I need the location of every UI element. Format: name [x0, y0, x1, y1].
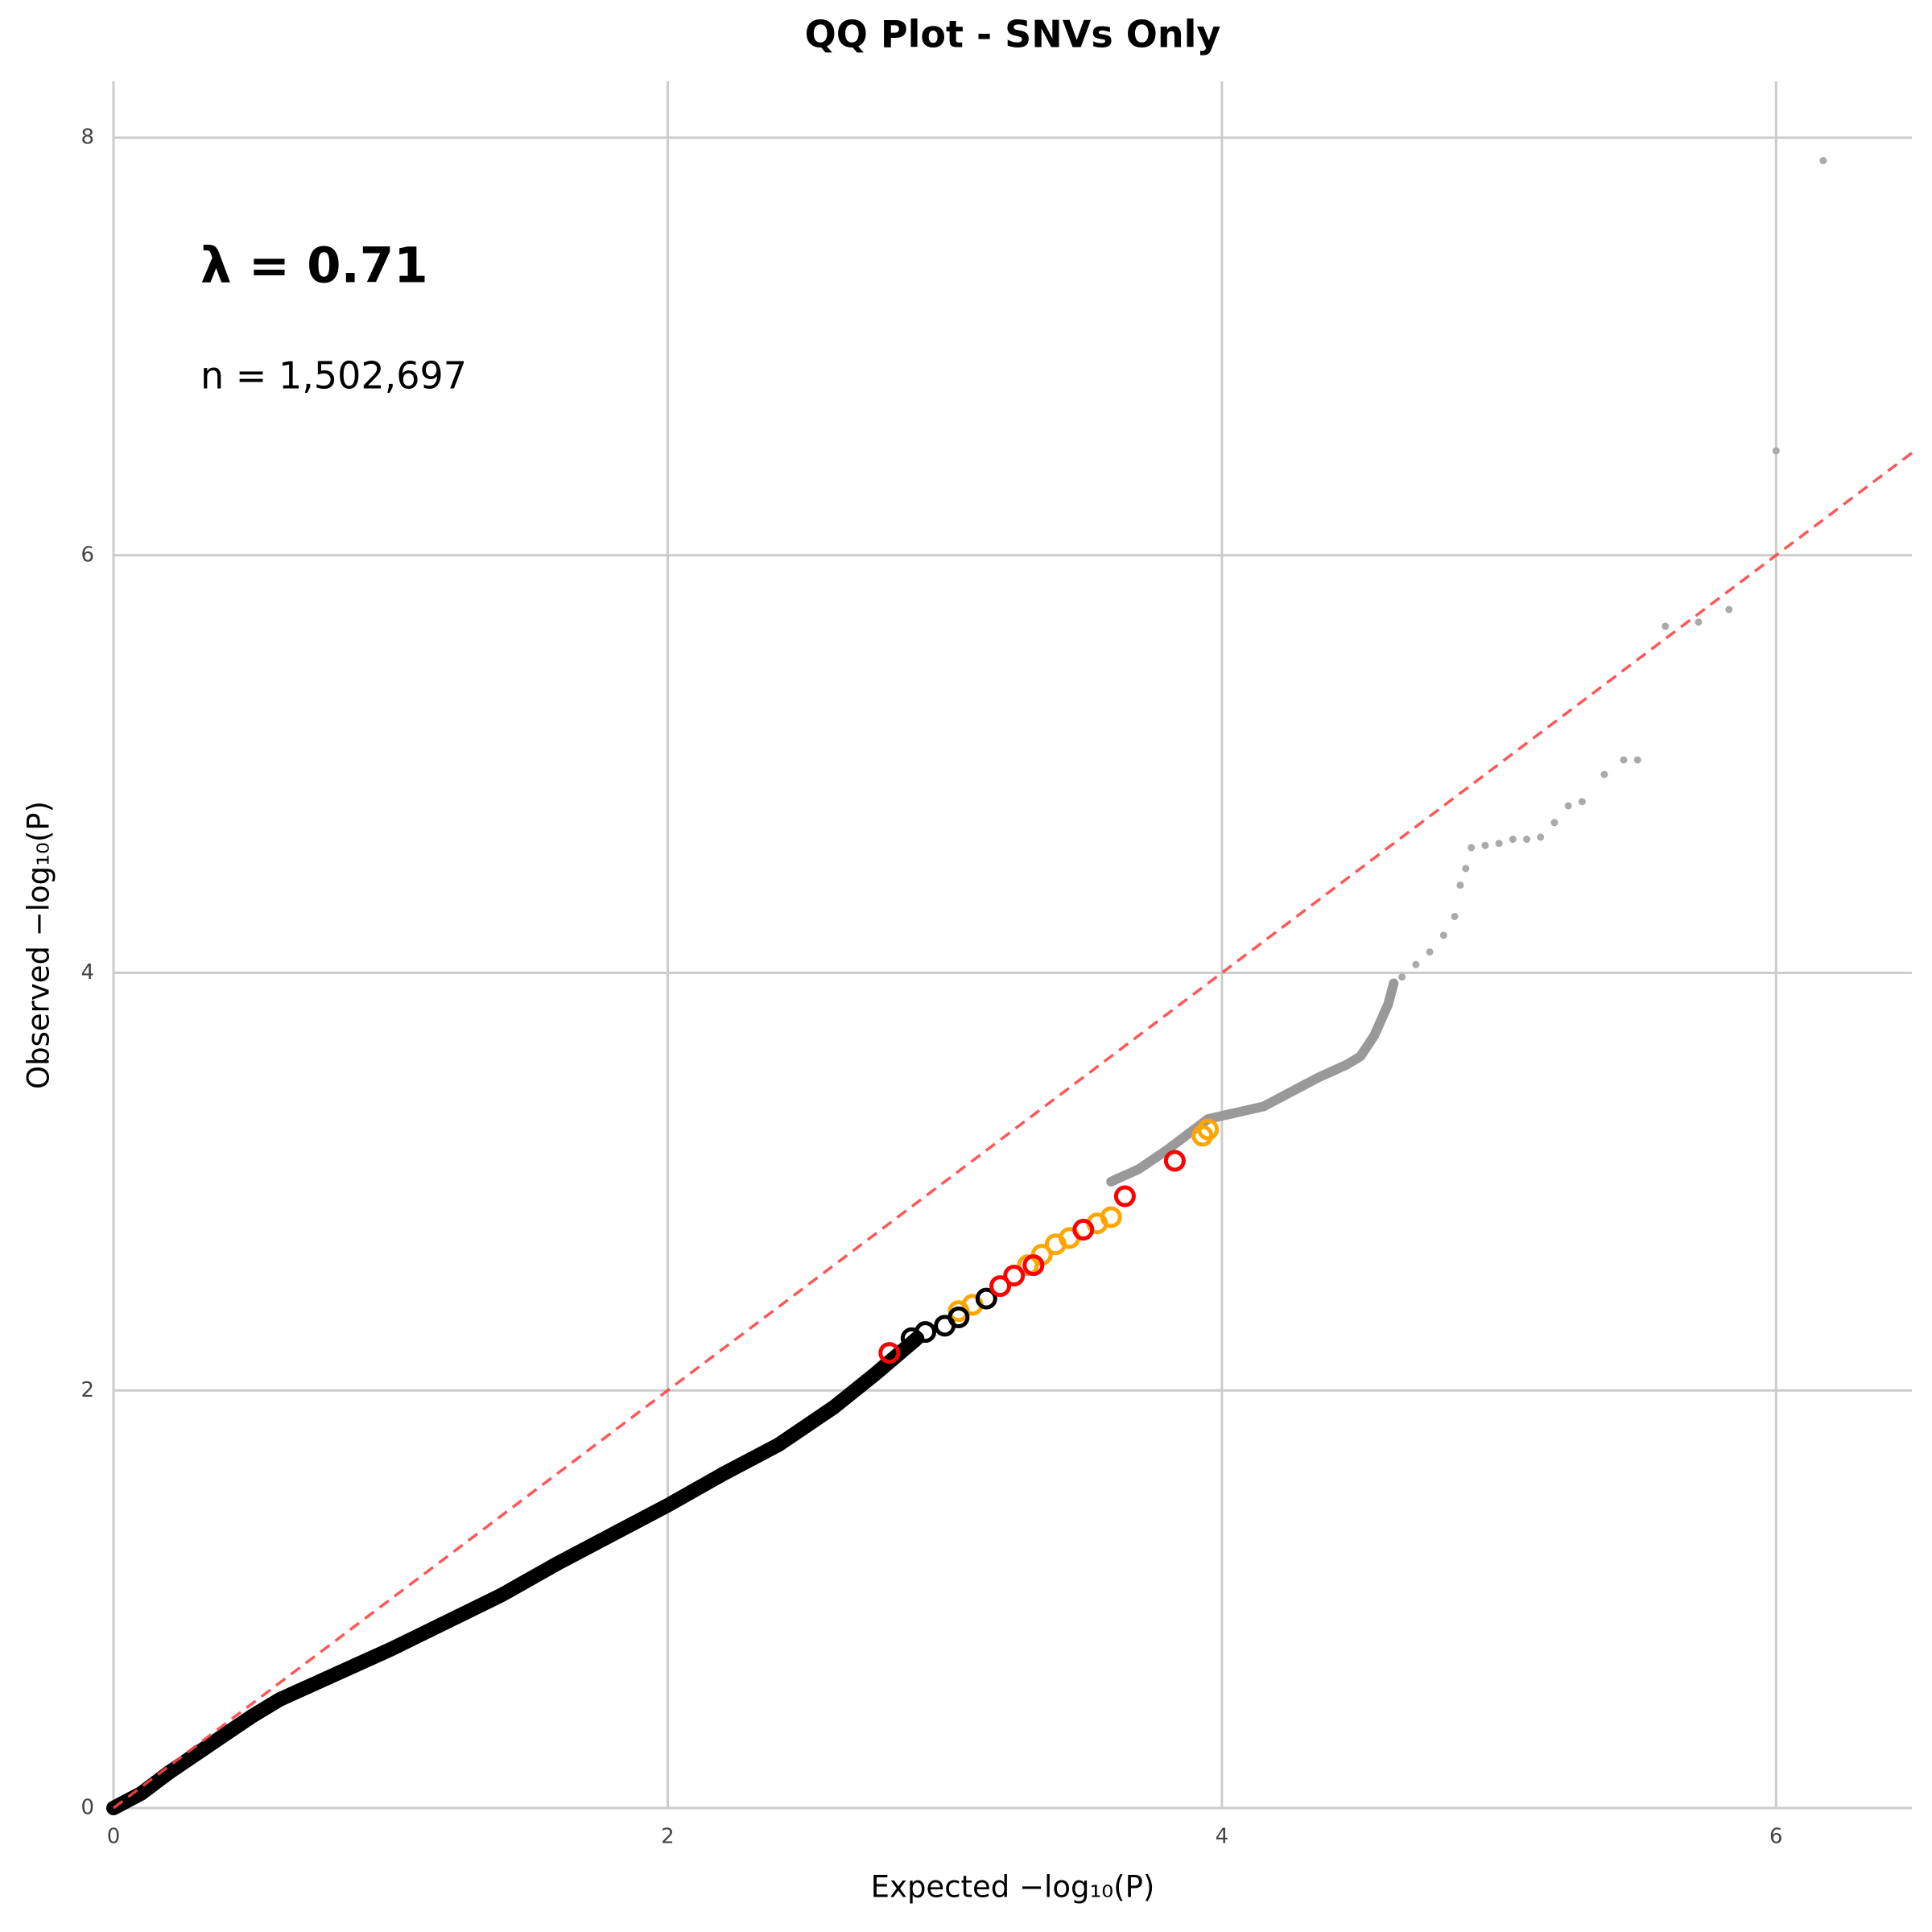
point — [1772, 447, 1780, 455]
y-tick-label: 6 — [80, 543, 94, 567]
x-axis-label: Expected −log₁₀(P) — [871, 1870, 1155, 1905]
reference-line — [112, 452, 1913, 1810]
highlight-point — [989, 1275, 1012, 1298]
highlight-point — [1197, 1118, 1220, 1141]
highlight-point — [1100, 1206, 1122, 1228]
point — [1523, 836, 1531, 844]
highlight-point — [1072, 1219, 1095, 1241]
highlight-point — [975, 1287, 997, 1310]
point — [1564, 802, 1572, 810]
lambda-annotation: λ = 0.71 — [200, 237, 428, 295]
x-tick-label: 6 — [1769, 1825, 1783, 1849]
y-tick-label: 0 — [80, 1796, 94, 1820]
highlight-point — [1022, 1254, 1045, 1277]
highlight-point — [1003, 1265, 1026, 1287]
point — [1462, 865, 1470, 873]
chart-title: QQ Plot - SNVs Only — [805, 13, 1221, 56]
point — [1439, 931, 1447, 939]
point — [1578, 798, 1586, 806]
highlight-point — [878, 1342, 901, 1364]
point — [1495, 840, 1503, 848]
point — [1725, 605, 1733, 613]
point — [1633, 756, 1641, 764]
n-annotation: n = 1,502,697 — [200, 354, 467, 398]
point — [1468, 844, 1476, 852]
point — [1481, 841, 1489, 849]
point — [1398, 973, 1406, 981]
plot-area: 0 2 4 6 0 2 4 6 8 — [80, 81, 1913, 1849]
point — [1412, 960, 1420, 968]
point — [1695, 618, 1703, 626]
y-tick-label: 8 — [80, 126, 94, 150]
y-axis-label: Observed −log₁₀(P) — [22, 801, 56, 1089]
x-tick-label: 4 — [1216, 1825, 1229, 1849]
point-band — [1106, 978, 1399, 1187]
point — [1456, 881, 1464, 890]
point — [1662, 622, 1670, 630]
point — [1620, 756, 1628, 764]
highlight-point — [1113, 1185, 1136, 1208]
point — [1426, 948, 1434, 956]
point — [1537, 833, 1545, 841]
y-tick-label: 2 — [80, 1378, 94, 1402]
point — [1550, 819, 1558, 827]
highlight-point — [1163, 1150, 1186, 1172]
x-tick-label: 0 — [107, 1825, 121, 1849]
x-tick-label: 2 — [661, 1825, 675, 1849]
point — [1509, 836, 1517, 844]
highlight-point — [914, 1321, 937, 1344]
y-tick-label: 4 — [80, 960, 94, 985]
point — [1451, 912, 1459, 920]
point — [1600, 770, 1608, 778]
highlight-point — [947, 1306, 970, 1328]
point-band — [106, 1331, 925, 1815]
point — [1819, 157, 1827, 165]
